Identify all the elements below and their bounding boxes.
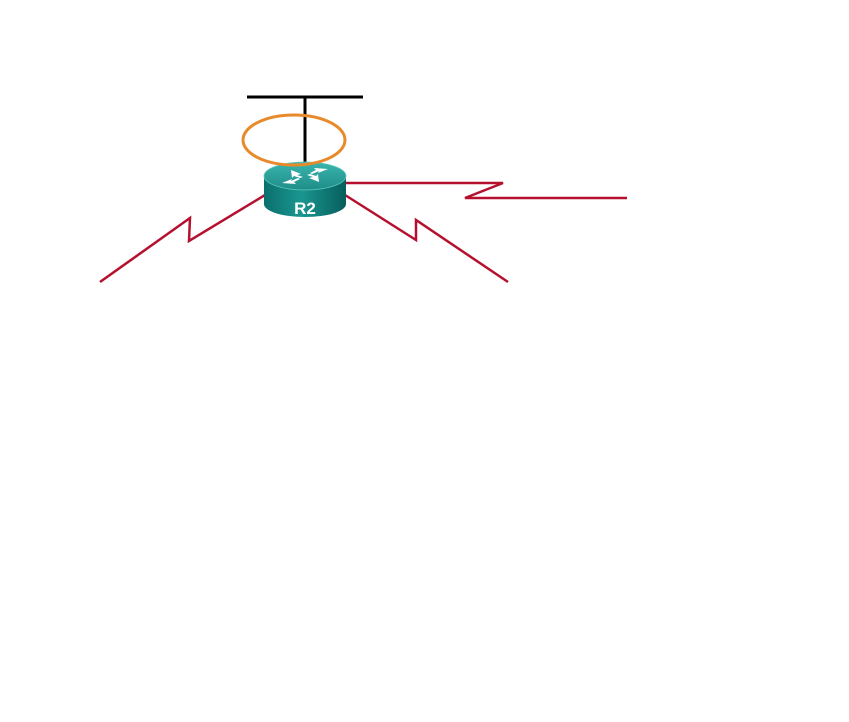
router-arrows-icon xyxy=(282,168,328,184)
serial-link-right-upper xyxy=(345,181,627,200)
router-label: R2 xyxy=(294,199,316,218)
router-icon[interactable]: R2 xyxy=(263,161,347,218)
serial-link-left xyxy=(99,193,266,284)
highlight-ring xyxy=(241,113,347,167)
serial-link-right-lower xyxy=(344,193,509,284)
lan-segment xyxy=(247,95,363,168)
